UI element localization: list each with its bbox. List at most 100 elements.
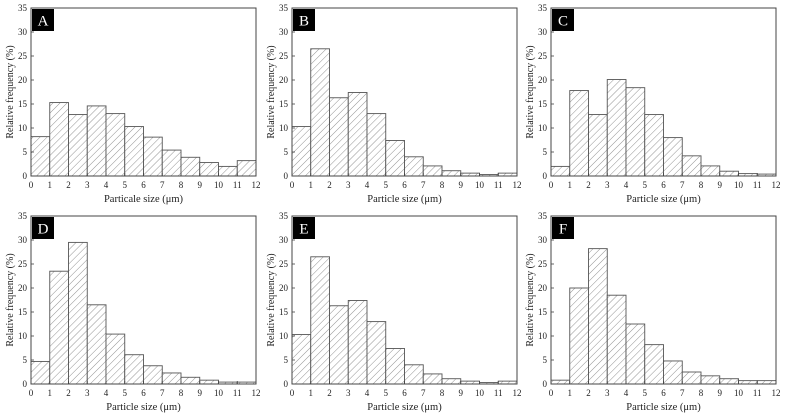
- chart-a-ytick-label: 25: [18, 51, 28, 61]
- chart-e-bar-0-1: [291, 334, 312, 385]
- chart-b-ytick-label: 5: [284, 147, 289, 157]
- chart-b-xtick-label: 2: [327, 180, 332, 190]
- chart-a-xtick-label: 0: [29, 180, 34, 190]
- chart-e-xtick-label: 7: [421, 388, 426, 398]
- chart-d-xtick-label: 7: [160, 388, 165, 398]
- chart-b-xtick-label: 0: [290, 180, 295, 190]
- chart-f-bar-8-9: [700, 375, 721, 385]
- chart-e-yaxis-label: Relative frequency (%): [266, 253, 277, 346]
- chart-f-panel-label-box: [552, 217, 574, 239]
- chart-d-xtick-label: 1: [48, 388, 53, 398]
- chart-a-bar-6-7: [143, 136, 163, 177]
- chart-f-bar-6-7: [663, 360, 683, 385]
- chart-d-yaxis-label: Relative frequency (%): [5, 253, 16, 346]
- chart-a-xtick-label: 3: [85, 180, 90, 190]
- chart-e-xaxis-label: Particle size (μm): [367, 402, 442, 413]
- chart-a-panel-label: A: [38, 14, 49, 30]
- chart-d-xtick-label: 4: [104, 388, 109, 398]
- chart-b-xtick-label: 5: [384, 180, 389, 190]
- chart-a-xtick-label: 10: [214, 180, 224, 190]
- chart-c-xtick-label: 8: [699, 180, 704, 190]
- chart-a-bar-10-11: [218, 165, 238, 177]
- chart-d-xtick-label: 11: [233, 388, 242, 398]
- chart-c-bar-0-1: [550, 165, 571, 177]
- chart-b-xtick-label: 3: [346, 180, 351, 190]
- chart-e-bar-8-9: [441, 378, 462, 385]
- chart-f-xtick-label: 2: [586, 388, 591, 398]
- chart-a-xtick-label: 7: [160, 180, 165, 190]
- chart-e-xtick-label: 11: [494, 388, 503, 398]
- chart-a-bar-0-1: [30, 136, 51, 177]
- chart-b-bar-3-4: [347, 92, 368, 177]
- chart-d-ytick-label: 5: [23, 355, 28, 365]
- chart-d-xtick-label: 6: [141, 388, 146, 398]
- chart-b-ytick-label: 25: [279, 51, 289, 61]
- chart-e-xtick-label: 6: [402, 388, 407, 398]
- chart-e-ytick-label: 25: [279, 259, 289, 269]
- chart-d-bar-5-6: [124, 354, 144, 385]
- chart-d-xtick-label: 3: [85, 388, 90, 398]
- chart-c-bar-6-7: [663, 137, 683, 177]
- chart-c-bar-5-6: [644, 114, 664, 177]
- chart-e-ytick-label: 15: [279, 307, 289, 317]
- chart-a-bar-5-6: [124, 126, 144, 177]
- chart-d-bar-8-9: [180, 376, 201, 385]
- chart-d-ytick-label: 20: [18, 283, 28, 293]
- chart-b-xtick-label: 6: [402, 180, 407, 190]
- chart-c-ytick-label: 25: [538, 51, 548, 61]
- chart-c-xtick-label: 3: [605, 180, 610, 190]
- chart-f-ytick-label: 0: [543, 379, 548, 389]
- chart-c-bar-9-10: [719, 170, 739, 177]
- chart-b-ytick-label: 20: [279, 75, 289, 85]
- chart-f-xaxis-label: Particle size (μm): [626, 402, 701, 413]
- chart-c-ytick-label: 20: [538, 75, 548, 85]
- chart-a-yaxis-label: Relative frequency (%): [5, 45, 16, 138]
- chart-d-ytick-label: 30: [18, 235, 28, 245]
- chart-a-xtick-label: 12: [252, 180, 261, 190]
- chart-d-xtick-label: 9: [198, 388, 203, 398]
- chart-d-xtick-label: 12: [252, 388, 261, 398]
- chart-f-bar-1-2: [569, 287, 589, 385]
- chart-f-ytick-label: 15: [538, 307, 548, 317]
- chart-a-ytick-label: 20: [18, 75, 28, 85]
- chart-a-xtick-label: 11: [233, 180, 242, 190]
- chart-f-xtick-label: 12: [772, 388, 781, 398]
- chart-c-bar-7-8: [681, 155, 702, 177]
- chart-e-xtick-label: 5: [384, 388, 389, 398]
- chart-d-ytick-label: 25: [18, 259, 28, 269]
- chart-e-xtick-label: 12: [513, 388, 522, 398]
- chart-c-yaxis-label: Relative frequency (%): [525, 45, 536, 138]
- chart-b-bar-2-3: [329, 97, 349, 177]
- chart-e-bar-2-3: [329, 305, 349, 385]
- chart-c-bar-2-3: [588, 114, 608, 177]
- chart-e-xtick-label: 2: [327, 388, 332, 398]
- chart-f-xtick-label: 6: [661, 388, 666, 398]
- chart-e-xtick-label: 1: [309, 388, 314, 398]
- chart-f-xtick-label: 1: [568, 388, 573, 398]
- chart-b-xtick-label: 7: [421, 180, 426, 190]
- chart-e-xtick-label: 10: [475, 388, 485, 398]
- chart-c-xtick-label: 1: [568, 180, 573, 190]
- chart-b-xtick-label: 10: [475, 180, 485, 190]
- chart-e-xtick-label: 9: [459, 388, 464, 398]
- chart-d-xtick-label: 5: [123, 388, 128, 398]
- chart-a-panel-label-box: [32, 9, 54, 31]
- chart-c-ytick-label: 30: [538, 27, 548, 37]
- chart-e-bar-6-7: [404, 364, 424, 385]
- chart-a-ytick-label: 15: [18, 99, 28, 109]
- chart-b-ytick-label: 15: [279, 99, 289, 109]
- chart-d-ytick-label: 35: [18, 211, 28, 221]
- chart-b-bar-7-8: [422, 165, 443, 177]
- chart-e-bar-5-6: [385, 348, 405, 385]
- chart-d-panel-label: D: [38, 222, 49, 238]
- chart-a-xtick-label: 4: [104, 180, 109, 190]
- chart-f-xtick-label: 0: [549, 388, 554, 398]
- chart-f-bar-4-5: [625, 323, 646, 385]
- chart-b-xtick-label: 1: [309, 180, 314, 190]
- chart-e-ytick-label: 30: [279, 235, 289, 245]
- chart-f-ytick-label: 30: [538, 235, 548, 245]
